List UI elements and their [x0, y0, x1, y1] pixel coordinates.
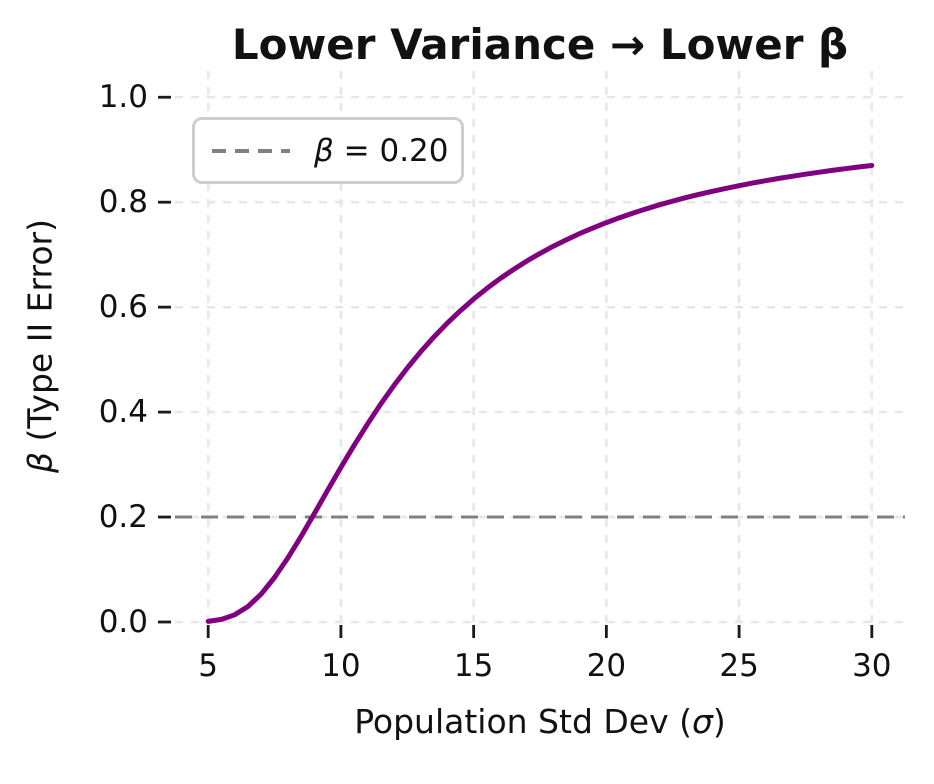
- x-tick-label: 20: [586, 648, 627, 684]
- y-tick-label: 1.0: [98, 79, 148, 116]
- x-tick-label: 30: [852, 648, 892, 684]
- legend: β = 0.20: [192, 117, 464, 184]
- y-tick-label: 0.2: [98, 499, 148, 536]
- y-tick-label: 0.8: [98, 184, 148, 221]
- x-tick-label: 5: [198, 648, 219, 684]
- x-tick-label: 15: [453, 648, 494, 684]
- chart-title: Lower Variance → Lower β: [231, 20, 849, 69]
- x-tick-label: 25: [719, 648, 759, 684]
- legend-label: β = 0.20: [314, 132, 449, 169]
- y-axis-label: β (Type II Error): [20, 219, 60, 473]
- y-tick-label: 0.6: [98, 289, 148, 326]
- y-tick-label: 0.0: [98, 604, 148, 640]
- legend-dashed-line-icon: [212, 148, 290, 153]
- y-tick-label: 0.4: [98, 394, 148, 431]
- x-axis-label: Population Std Dev (σ): [354, 702, 726, 741]
- power-curve: [205, 163, 875, 624]
- x-tick-label: 10: [321, 648, 361, 684]
